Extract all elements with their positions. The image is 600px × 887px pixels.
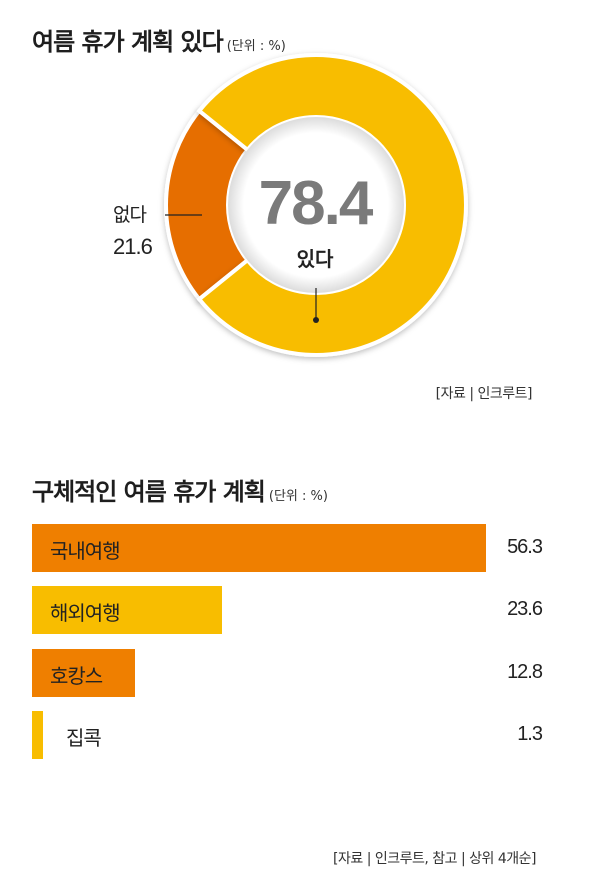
donut-hole (228, 117, 404, 293)
bar-category-label: 해외여행 (50, 601, 121, 625)
bar-category-label: 집콕 (66, 726, 102, 750)
donut-title-text: 여름 휴가 계획 있다 (32, 28, 224, 56)
bar-category-label: 국내여행 (50, 539, 121, 563)
bar-value-label: 23.6 (507, 598, 543, 620)
center-value: 78.4 (258, 169, 374, 238)
bar-source: [자료 | 인크루트, 참고 | 상위 4개순] (333, 851, 536, 867)
bar-value-label: 1.3 (517, 723, 543, 745)
center-label: 있다 (296, 247, 334, 271)
bar-row: 호캉스 12.8 (32, 649, 543, 697)
bar-value-label: 12.8 (507, 661, 543, 683)
no-slice-label: 없다 (113, 204, 147, 226)
bar-category-label: 호캉스 (50, 664, 103, 688)
bar (32, 524, 486, 572)
bar-unit-text: (단위 : %) (268, 489, 328, 504)
donut-source: [자료 | 인크루트] (435, 386, 533, 402)
donut-slices (164, 53, 468, 357)
yes-leader-dot (313, 317, 319, 323)
no-slice-value: 21.6 (113, 234, 153, 259)
bar (32, 711, 43, 759)
bar-value-label: 56.3 (507, 536, 543, 558)
bar-title-text: 구체적인 여름 휴가 계획 (32, 478, 266, 506)
bar-chart-title: 구체적인 여름 휴가 계획 (단위 : %) (32, 472, 328, 507)
donut-chart (164, 53, 468, 357)
donut-chart-title: 여름 휴가 계획 있다 (단위 : %) (32, 22, 286, 57)
bar-row: 해외여행 23.6 (32, 586, 543, 634)
bar (32, 649, 136, 697)
donut-unit-text: (단위 : %) (226, 39, 286, 54)
bar-row: 집콕 1.3 (32, 711, 543, 759)
bar-row: 국내여행 56.3 (32, 524, 543, 572)
bar (32, 586, 223, 634)
